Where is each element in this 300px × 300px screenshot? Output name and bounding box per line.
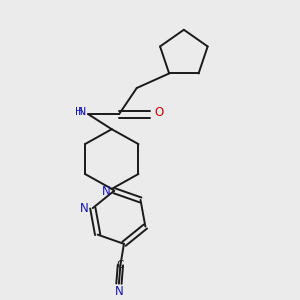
Text: N: N — [80, 202, 89, 214]
Text: N: N — [115, 285, 123, 298]
Text: C: C — [117, 260, 124, 270]
Text: O: O — [154, 106, 164, 119]
Text: H: H — [75, 107, 82, 117]
Text: N: N — [78, 107, 87, 117]
Text: N: N — [102, 185, 111, 198]
